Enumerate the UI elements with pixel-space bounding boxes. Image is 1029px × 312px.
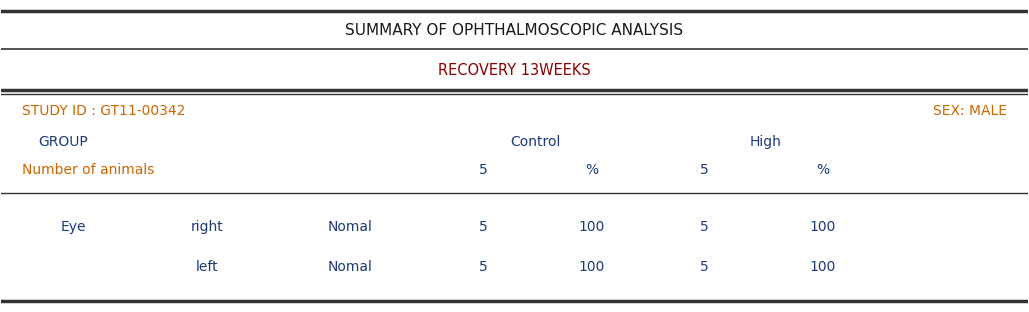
Text: 5: 5 [480,260,488,274]
Text: RECOVERY 13WEEKS: RECOVERY 13WEEKS [438,63,591,78]
Text: 100: 100 [809,260,836,274]
Text: 100: 100 [578,260,605,274]
Text: left: left [196,260,218,274]
Text: GROUP: GROUP [38,135,87,149]
Text: STUDY ID : GT11-00342: STUDY ID : GT11-00342 [22,104,185,118]
Text: 5: 5 [700,220,709,234]
Text: right: right [190,220,223,234]
Text: 100: 100 [578,220,605,234]
Text: 100: 100 [809,220,836,234]
Text: High: High [750,135,782,149]
Text: %: % [816,163,829,177]
Text: 5: 5 [700,260,709,274]
Text: Nomal: Nomal [328,220,372,234]
Text: Nomal: Nomal [328,260,372,274]
Text: Eye: Eye [61,220,86,234]
Text: 5: 5 [480,220,488,234]
Text: 5: 5 [700,163,709,177]
Text: Number of animals: Number of animals [22,163,154,177]
Text: %: % [584,163,598,177]
Text: SEX: MALE: SEX: MALE [933,104,1007,118]
Text: Control: Control [509,135,560,149]
Text: SUMMARY OF OPHTHALMOSCOPIC ANALYSIS: SUMMARY OF OPHTHALMOSCOPIC ANALYSIS [346,23,683,38]
Text: 5: 5 [480,163,488,177]
